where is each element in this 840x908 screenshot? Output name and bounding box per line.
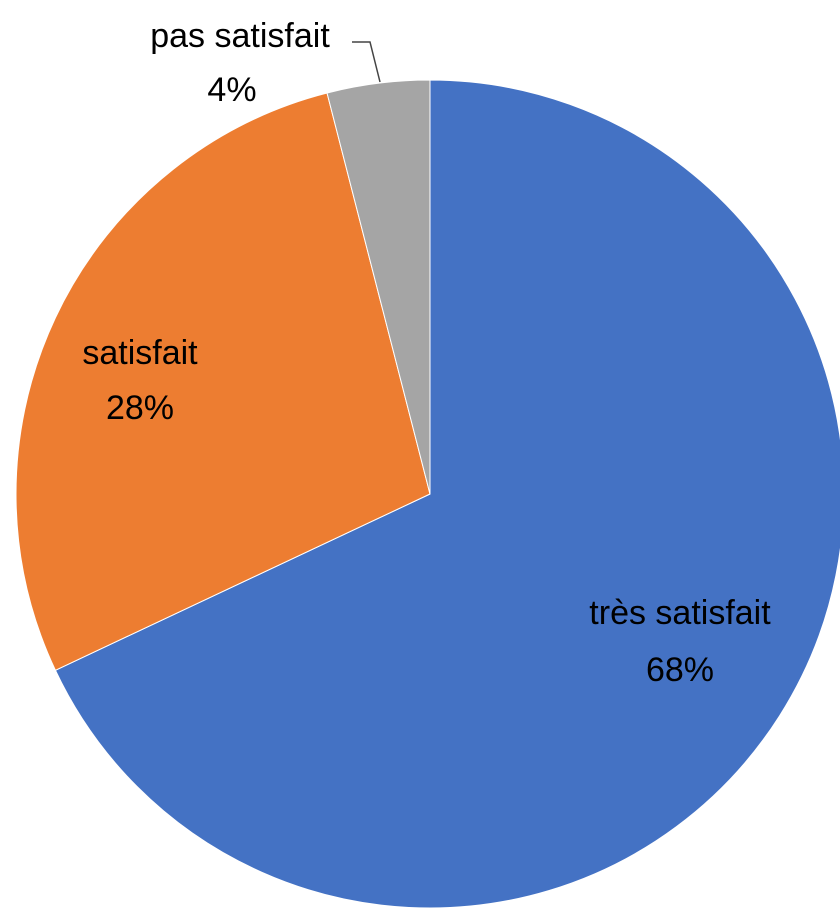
leader-line	[352, 41, 381, 83]
pie-slice	[54, 79, 840, 908]
slice-value-label: 4%	[207, 71, 256, 109]
pie-slice	[326, 79, 431, 495]
slice-label: satisfait	[82, 334, 198, 372]
slice-value-label: 28%	[106, 389, 174, 427]
slice-label: pas satisfait	[150, 17, 330, 55]
slice-label: très satisfait	[589, 594, 771, 632]
slice-value-label: 68%	[646, 651, 714, 689]
pie-slice	[15, 92, 431, 671]
